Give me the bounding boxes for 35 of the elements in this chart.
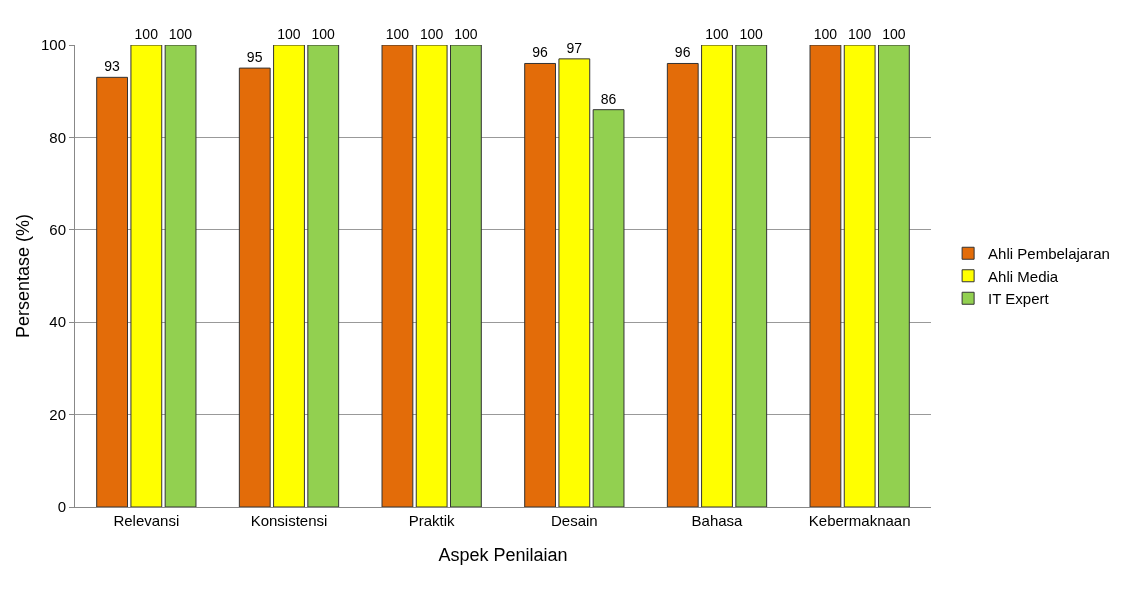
data-label: 96 [532,44,548,61]
y-axis-title: Persentase (%) [13,213,33,339]
y-tick-label: 20 [49,405,66,423]
x-tick-label: Desain [550,512,598,529]
data-label: 100 [813,26,838,42]
data-label: 100 [882,26,906,42]
legend-label: Ahli Pembelajaran [988,245,1110,263]
data-label: 97 [566,39,583,56]
data-label: 100 [419,26,444,42]
x-axis-title: Aspek Penilaian [438,545,568,566]
data-label: 93 [104,58,120,75]
data-label: 100 [277,26,301,42]
y-tick-label: 100 [40,36,66,54]
data-label: 86 [600,90,617,107]
data-label: 100 [168,26,193,42]
x-tick-label: Praktik [408,512,456,529]
x-tick-label: Relevansi [113,512,180,529]
y-tick-label: 0 [57,498,66,516]
data-label: 100 [454,26,478,42]
data-label: 100 [311,26,336,42]
x-tick-label: Kebermaknaan [808,512,911,529]
legend-label: Ahli Media [988,267,1059,285]
legend-label: IT Expert [988,290,1050,308]
data-label: 95 [246,49,263,66]
data-label: 96 [674,44,691,61]
y-tick-label: 60 [49,221,66,239]
x-tick-label: Konsistensi [250,512,328,529]
data-label: 100 [739,26,764,42]
data-label: 100 [134,26,159,42]
x-tick-label: Bahasa [691,512,744,529]
data-label: 100 [385,26,410,42]
data-label: 100 [847,26,872,42]
y-tick-label: 40 [49,313,66,331]
data-label: 100 [705,26,729,42]
y-tick-label: 80 [49,128,66,146]
